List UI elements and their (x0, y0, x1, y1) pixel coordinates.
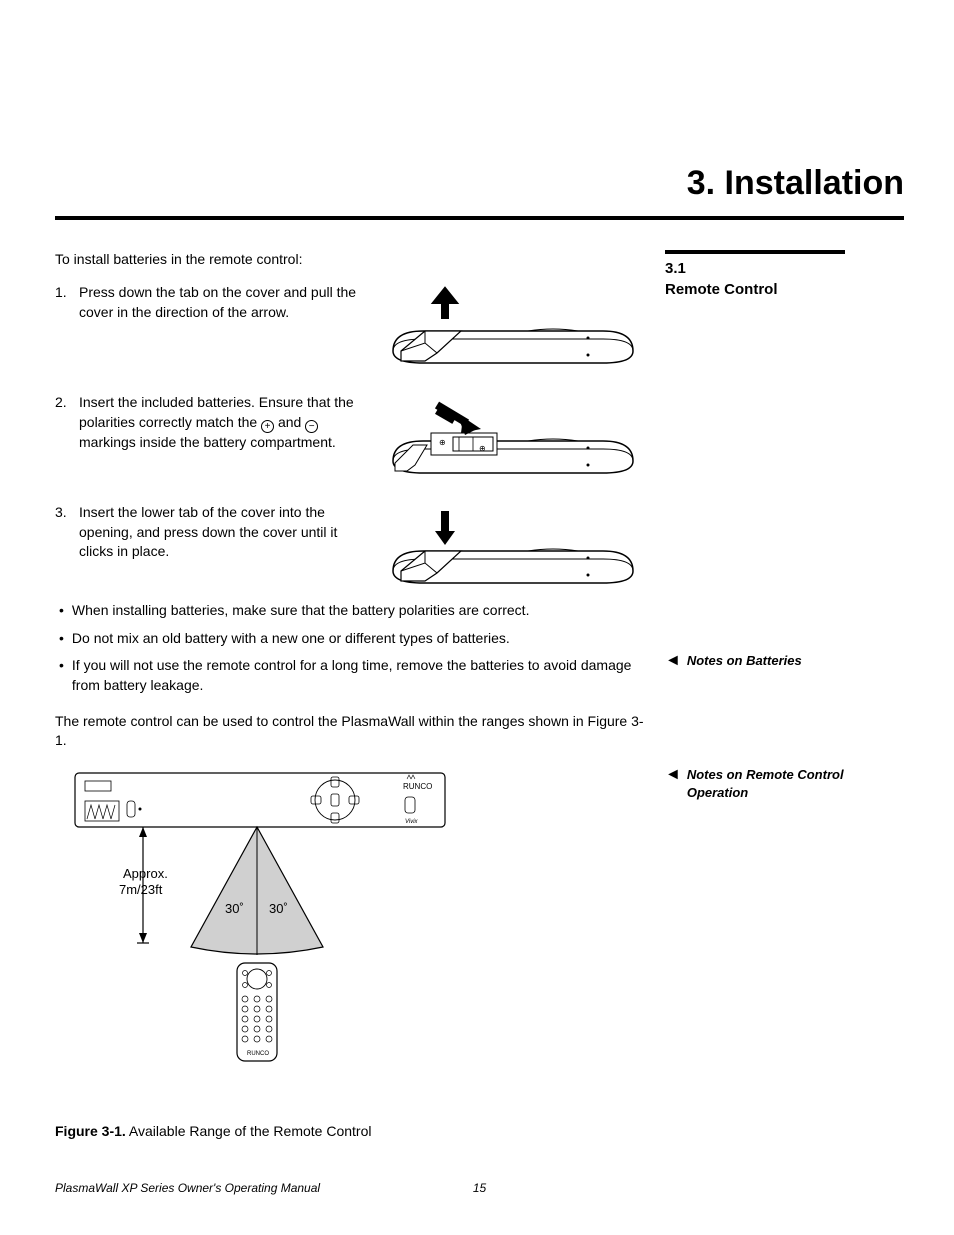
step-body: Insert the included batteries. Ensure th… (79, 393, 365, 452)
svg-text:⊕: ⊕ (439, 438, 446, 447)
arrow-left-icon: ◄ (665, 767, 681, 783)
svg-text:Vivix: Vivix (405, 819, 419, 825)
figure-caption: Figure 3-1. Available Range of the Remot… (55, 1122, 645, 1142)
list-item: Do not mix an old battery with a new one… (55, 629, 645, 649)
svg-text:RUNCO: RUNCO (247, 1051, 269, 1057)
step-row: 1. Press down the tab on the cover and p… (55, 283, 645, 371)
side-note-operation: ◄ Notes on Remote ControlOperation (665, 766, 895, 802)
list-item: If you will not use the remote control f… (55, 656, 645, 695)
step-body: Press down the tab on the cover and pull… (79, 283, 365, 322)
step-row: 2. Insert the included batteries. Ensure… (55, 393, 645, 481)
side-note-batteries: ◄ Notes on Batteries (665, 652, 895, 670)
main-column: To install batteries in the remote contr… (55, 250, 645, 1142)
figure-range-diagram: RUNCO Vivix Approx. 7m/23ft 30˚ 30˚ (55, 763, 645, 1109)
page-footer: PlasmaWall XP Series Owner's Operating M… (55, 1180, 904, 1197)
arrow-left-icon: ◄ (665, 653, 681, 669)
sidebar-column: 3.1 Remote Control ◄ Notes on Batteries … (665, 250, 895, 1142)
svg-text:RUNCO: RUNCO (403, 782, 432, 791)
range-paragraph: The remote control can be used to contro… (55, 712, 645, 751)
minus-icon: − (305, 420, 318, 433)
step-body: Insert the lower tab of the cover into t… (79, 503, 365, 562)
svg-text:Approx.: Approx. (123, 866, 168, 881)
intro-text: To install batteries in the remote contr… (55, 250, 645, 270)
svg-text:7m/23ft: 7m/23ft (119, 882, 163, 897)
svg-text:⊕: ⊕ (479, 444, 486, 453)
step-number: 3. (55, 503, 69, 562)
list-item: When installing batteries, make sure tha… (55, 601, 645, 621)
step-number: 1. (55, 283, 69, 322)
section-number: 3.1 (665, 258, 895, 279)
footer-page-number: 15 (473, 1180, 486, 1197)
horizontal-rule (55, 216, 904, 220)
plus-icon: + (261, 420, 274, 433)
svg-text:30˚: 30˚ (225, 901, 244, 916)
step-row: 3. Insert the lower tab of the cover int… (55, 503, 645, 591)
sidebar-rule (665, 250, 845, 254)
section-title: Remote Control (665, 279, 895, 300)
step1-illustration (383, 283, 645, 371)
chapter-title: 3. Installation (55, 160, 904, 208)
step2-illustration: ⊕ ⊕ (383, 393, 645, 481)
notes-list: When installing batteries, make sure tha… (55, 601, 645, 695)
svg-text:30˚: 30˚ (269, 901, 288, 916)
step-number: 2. (55, 393, 69, 452)
step3-illustration (383, 503, 645, 591)
